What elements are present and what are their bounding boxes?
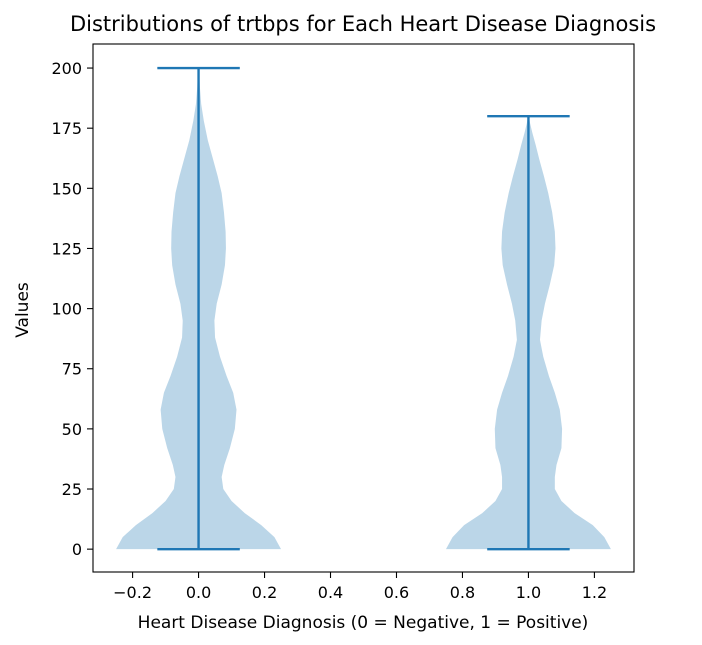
y-axis: 0 25 50 75 100 125 150 175 200 [51, 59, 93, 559]
x-axis-label: Heart Disease Diagnosis (0 = Negative, 1… [138, 613, 589, 633]
x-tick-label: 1.0 [516, 583, 541, 602]
x-tick-label: −0.2 [113, 583, 152, 602]
axes-frame [92, 43, 635, 573]
plot-area [116, 66, 611, 551]
x-tick-label: 0.6 [384, 583, 409, 602]
x-tick-label: 0.0 [186, 583, 211, 602]
y-tick-label: 25 [62, 480, 82, 499]
x-tick-label: 0.8 [450, 583, 475, 602]
y-axis-label: Values [13, 282, 33, 338]
y-tick-label: 200 [51, 59, 82, 78]
chart-title: Distributions of trtbps for Each Heart D… [70, 12, 656, 36]
y-tick-label: 175 [51, 119, 82, 138]
y-tick-label: 125 [51, 239, 82, 258]
y-tick-label: 100 [51, 300, 82, 319]
x-tick-label: 0.2 [252, 583, 277, 602]
y-tick-label: 50 [62, 420, 82, 439]
y-tick-label: 150 [51, 179, 82, 198]
x-tick-label: 1.2 [582, 583, 607, 602]
y-tick-label: 75 [62, 360, 82, 379]
y-tick-label: 0 [72, 540, 82, 559]
x-axis: −0.2 0.0 0.2 0.4 0.6 0.8 1.0 1.2 [113, 572, 607, 602]
x-tick-label: 0.4 [318, 583, 343, 602]
